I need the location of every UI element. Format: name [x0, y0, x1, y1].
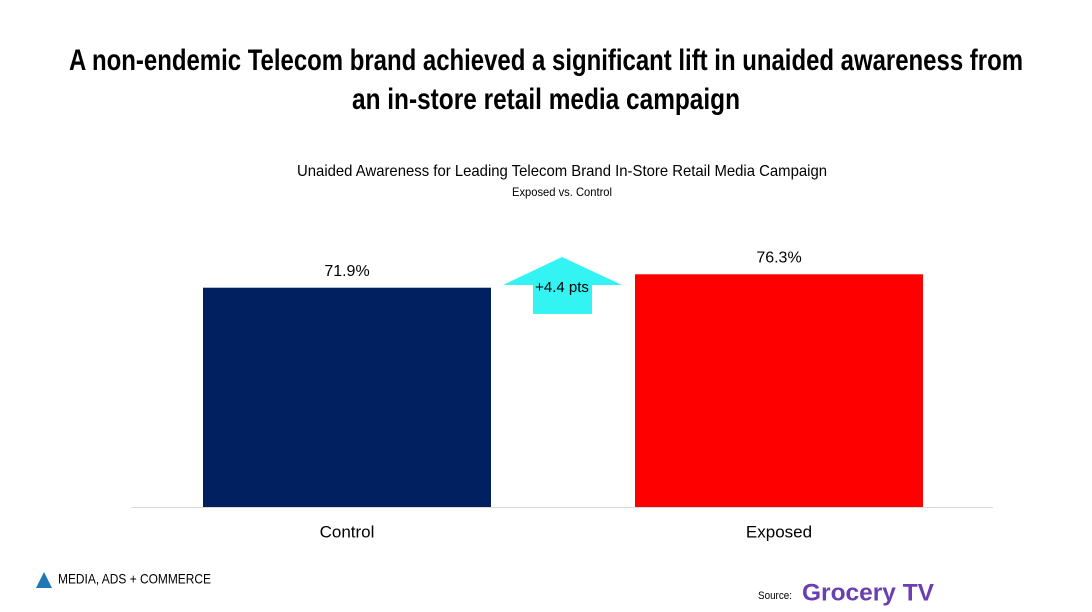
chart-title: Unaided Awareness for Leading Telecom Br… [297, 163, 827, 180]
x-tick-label: Exposed [746, 522, 812, 541]
chart-subtitle: Exposed vs. Control [512, 185, 612, 199]
value-label: 76.3% [756, 250, 801, 267]
source-brand: Grocery TV [802, 579, 934, 606]
value-label: 71.9% [324, 263, 369, 280]
bar [635, 274, 923, 507]
logo-icon [36, 572, 52, 588]
x-tick-label: Control [320, 522, 375, 541]
logo-text: MEDIA, ADS + COMMERCE [58, 571, 211, 587]
source-label: Source: [758, 590, 792, 602]
slide-title: A non-endemic Telecom brand achieved a s… [69, 44, 1023, 77]
logo: MEDIA, ADS + COMMERCE [36, 571, 211, 588]
lift-arrow [503, 257, 622, 314]
lift-annotation: +4.4 pts [535, 279, 589, 296]
bar [203, 287, 491, 507]
slide-title: an in-store retail media campaign [352, 83, 740, 116]
